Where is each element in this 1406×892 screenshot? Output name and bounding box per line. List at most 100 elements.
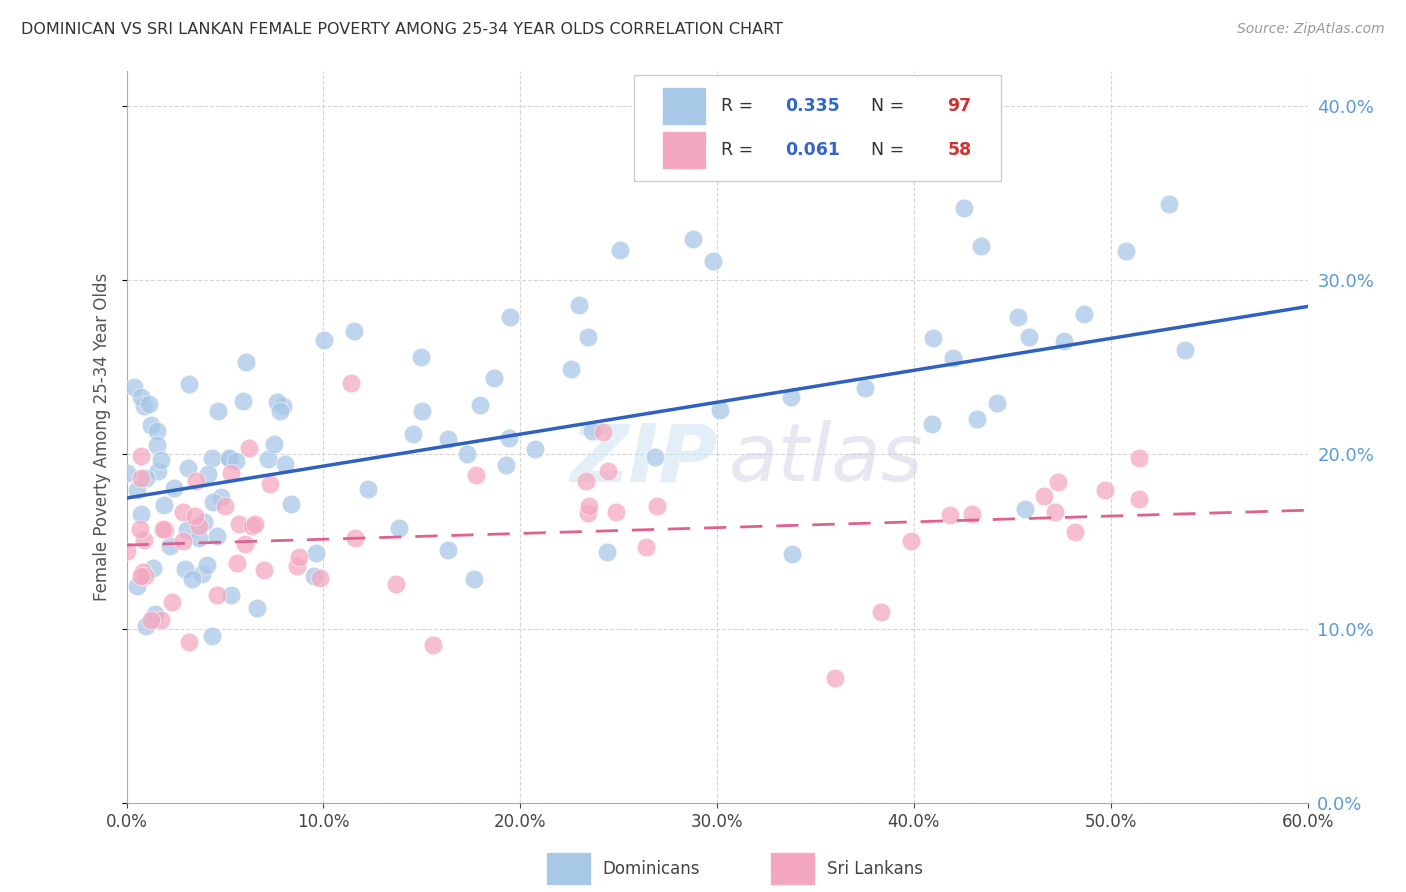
Point: [179, 635, 201, 649]
Point: [709, 403, 731, 417]
Point: [343, 531, 366, 545]
Point: [218, 451, 240, 466]
Point: [129, 390, 152, 404]
Point: [129, 449, 152, 463]
Point: [1007, 310, 1029, 325]
Point: [246, 600, 269, 615]
Point: [482, 370, 505, 384]
Point: [259, 476, 281, 491]
Y-axis label: Female Poverty Among 25-34 Year Olds: Female Poverty Among 25-34 Year Olds: [93, 273, 111, 601]
Text: DOMINICAN VS SRI LANKAN FEMALE POVERTY AMONG 25-34 YEAR OLDS CORRELATION CHART: DOMINICAN VS SRI LANKAN FEMALE POVERTY A…: [21, 22, 783, 37]
Point: [202, 495, 225, 509]
Point: [115, 544, 138, 558]
Text: Source: ZipAtlas.com: Source: ZipAtlas.com: [1237, 22, 1385, 37]
Point: [1174, 343, 1197, 357]
Point: [134, 569, 156, 583]
Point: [269, 404, 291, 418]
Text: R =: R =: [721, 141, 758, 159]
Point: [138, 397, 160, 411]
Point: [176, 460, 198, 475]
Text: atlas: atlas: [728, 420, 924, 498]
Point: [644, 450, 666, 464]
Point: [870, 605, 893, 619]
Point: [568, 298, 591, 312]
Point: [1053, 334, 1076, 348]
FancyBboxPatch shape: [662, 87, 706, 126]
Point: [176, 523, 198, 537]
Point: [634, 540, 657, 554]
Point: [228, 516, 250, 531]
Point: [285, 559, 308, 574]
Point: [238, 441, 260, 455]
Point: [129, 507, 152, 521]
Point: [779, 390, 801, 404]
Point: [207, 528, 229, 542]
Point: [274, 457, 297, 471]
Point: [986, 395, 1008, 409]
Text: ZIP: ZIP: [569, 420, 717, 498]
Point: [129, 569, 152, 583]
Point: [411, 404, 433, 418]
Point: [938, 508, 960, 523]
Point: [160, 595, 183, 609]
Point: [401, 426, 423, 441]
Point: [142, 560, 165, 574]
Point: [159, 539, 181, 553]
Point: [146, 438, 169, 452]
Point: [581, 424, 603, 438]
Point: [495, 458, 517, 472]
Point: [129, 522, 152, 536]
Point: [824, 672, 846, 686]
Point: [218, 450, 240, 465]
Point: [153, 498, 176, 512]
Point: [187, 519, 209, 533]
Point: [155, 523, 177, 537]
Point: [1064, 524, 1087, 539]
Point: [1128, 451, 1150, 466]
Point: [179, 376, 201, 391]
Point: [207, 404, 229, 418]
Point: [288, 549, 311, 564]
Point: [180, 572, 202, 586]
Point: [575, 475, 598, 489]
Point: [343, 324, 366, 338]
Point: [214, 499, 236, 513]
Point: [609, 243, 631, 257]
Point: [385, 576, 408, 591]
Point: [252, 563, 274, 577]
Point: [243, 517, 266, 532]
Point: [139, 417, 162, 432]
Point: [1018, 329, 1040, 343]
Point: [127, 483, 149, 498]
Point: [225, 557, 247, 571]
Point: [134, 533, 156, 547]
Point: [197, 558, 219, 572]
Point: [197, 467, 219, 481]
Point: [280, 496, 302, 510]
Point: [314, 333, 336, 347]
Point: [1128, 492, 1150, 507]
Point: [232, 393, 254, 408]
Point: [173, 505, 195, 519]
Point: [468, 398, 491, 412]
Point: [596, 545, 619, 559]
Point: [304, 568, 326, 582]
Point: [437, 432, 460, 446]
Point: [456, 447, 478, 461]
Point: [309, 571, 332, 585]
Text: Sri Lankans: Sri Lankans: [827, 860, 922, 878]
Point: [357, 482, 380, 496]
Point: [173, 561, 195, 575]
Point: [437, 543, 460, 558]
Point: [191, 567, 214, 582]
Point: [141, 613, 163, 627]
Point: [464, 467, 486, 482]
Point: [235, 355, 257, 369]
Point: [1043, 505, 1066, 519]
Point: [122, 380, 145, 394]
Point: [132, 565, 155, 579]
Text: N =: N =: [860, 97, 910, 115]
Point: [463, 572, 485, 586]
Point: [184, 508, 207, 523]
Point: [129, 470, 152, 484]
